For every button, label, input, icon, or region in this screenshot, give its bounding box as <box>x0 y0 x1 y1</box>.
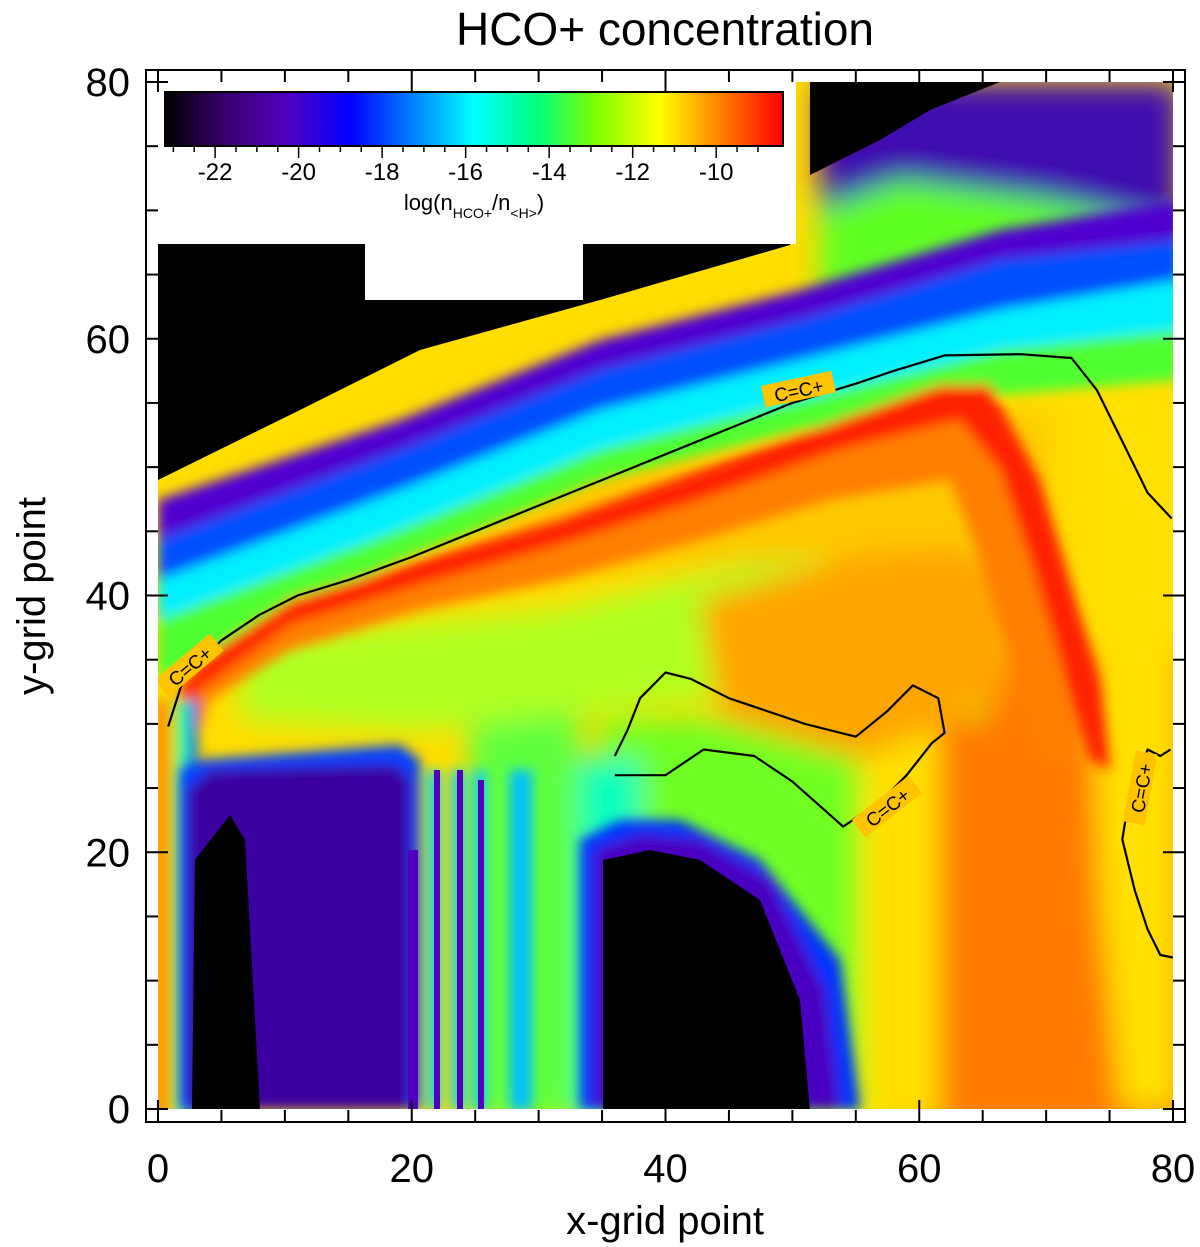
stripe-dark-1 <box>408 850 418 1109</box>
x-tick-label: 80 <box>1151 1147 1196 1191</box>
region-plateau-orange <box>700 540 1050 760</box>
y-axis-label: y-grid point <box>10 497 54 695</box>
stripe-dark-4 <box>478 780 484 1109</box>
colorbar-tick-label: -20 <box>281 159 316 186</box>
heatmap: C=C+C=C+C=C+ C=C+ <box>158 82 1173 1109</box>
colorbar-tick-label: -14 <box>532 159 567 186</box>
lower-center-cavity-core <box>603 850 810 1109</box>
upper-right-void <box>810 82 1000 175</box>
contour-label-bg <box>1123 750 1158 826</box>
x-tick-label: 40 <box>643 1147 688 1191</box>
colorbar-tick-label: -18 <box>365 159 400 186</box>
colorbar-label-mid: /n <box>492 190 510 215</box>
y-tick-label: 60 <box>86 318 131 362</box>
colorbar-tick-label: -22 <box>198 159 233 186</box>
region-right-band-yellow <box>1090 380 1173 1109</box>
contour-line <box>1121 748 1173 959</box>
stripe-dark-2 <box>434 770 440 1109</box>
front-green <box>158 330 1173 680</box>
colorbar-ticks: -22 -20 -18 -16 -14 -12 -10 <box>172 146 759 186</box>
colorbar-gradient <box>164 91 784 147</box>
x-axis-label: x-grid point <box>566 1199 764 1243</box>
front-orange <box>160 420 1070 790</box>
x-tick-labels: 0 20 40 60 80 <box>147 1147 1195 1191</box>
y-tick-label: 40 <box>86 575 131 619</box>
contour-label-bg <box>158 633 224 697</box>
colorbar-panel: -22 -20 -18 -16 -14 -12 -10 log(nHCO+/n<H>) <box>158 82 796 300</box>
colorbar-label-sub2: <H> <box>510 205 536 221</box>
colorbar-tick-label: -12 <box>615 159 650 186</box>
colorbar-tick-label: -16 <box>448 159 483 186</box>
y-tick-label: 0 <box>108 1088 130 1132</box>
colorbar-label-end: ) <box>537 190 544 215</box>
y-tick-label: 20 <box>86 831 131 875</box>
contour-label-bg <box>851 775 923 838</box>
colorbar-label: log(nHCO+/n<H>) <box>404 190 544 221</box>
chart-title: HCO+ concentration <box>456 3 874 55</box>
contour-lines <box>167 353 1173 959</box>
x-tick-label: 0 <box>147 1147 169 1191</box>
y-axis-ticks <box>146 81 1185 1110</box>
colorbar-label-main: log(n <box>404 190 453 215</box>
stripe-4 <box>510 770 532 1109</box>
contour-line <box>167 353 1173 727</box>
contour-labels: C=C+C=C+C=C+ C=C+ <box>158 370 1158 838</box>
contour-line <box>613 671 946 828</box>
x-tick-label: 20 <box>390 1147 435 1191</box>
x-tick-label: 60 <box>897 1147 942 1191</box>
colorbar-label-sub1: HCO+ <box>453 205 492 221</box>
y-tick-label: 80 <box>86 61 131 105</box>
colorbar-tick-label: -10 <box>699 159 734 186</box>
stripe-dark-3 <box>457 770 463 1109</box>
contour-label-bg <box>761 370 837 408</box>
axes: 0 20 40 60 80 0 20 40 60 80 x-grid point y-grid … <box>10 61 1195 1243</box>
x-axis-ticks <box>157 70 1174 1122</box>
y-tick-labels: 0 20 40 60 80 <box>86 61 131 1132</box>
lower-left-cavity-core <box>192 815 260 1109</box>
